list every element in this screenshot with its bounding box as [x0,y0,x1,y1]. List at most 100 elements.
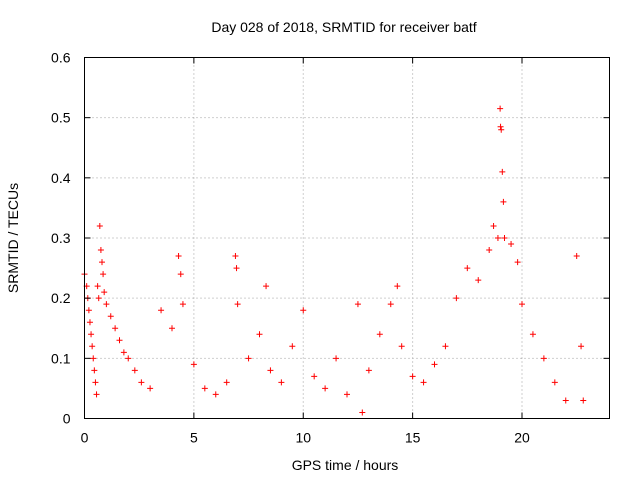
data-point [201,385,208,392]
data-point [158,307,165,314]
data-point [175,253,182,260]
x-axis-label: GPS time / hours [292,457,399,473]
data-point [365,367,372,374]
data-point [125,355,132,362]
data-point [494,235,501,241]
data-point [90,355,97,362]
y-axis-label: SRMTID / TECUs [5,183,21,293]
data-point [300,307,307,314]
data-point [100,271,107,278]
data-point [508,241,515,248]
data-point [101,289,108,296]
x-tick-label: 10 [295,430,311,446]
data-point [453,295,460,302]
x-tick-label: 0 [81,430,89,446]
data-point [497,105,504,112]
data-point [131,367,138,374]
data-point [190,361,197,368]
data-point [376,331,383,338]
data-point [354,301,361,308]
data-point [93,391,100,398]
data-point [263,283,270,290]
data-point [322,385,329,392]
data-point [289,343,296,350]
data-point [409,373,416,380]
data-point [514,259,521,266]
data-point [501,235,508,241]
y-tick-label: 0.1 [51,350,71,366]
data-point [96,222,103,229]
data-point [169,325,175,332]
data-point [97,247,104,254]
x-tick-label: 20 [514,430,530,446]
data-point [95,295,102,302]
x-tick-label: 15 [405,430,421,446]
data-point [112,325,119,332]
y-tick-label: 0.4 [51,170,71,186]
data-point [91,367,98,374]
data-point [394,283,401,290]
data-point [431,361,438,368]
data-point [562,397,569,404]
plot-frame [84,57,610,419]
grid [84,57,610,419]
data-point [86,319,93,326]
data-point [256,331,263,338]
data-point [499,168,506,175]
data-point [177,271,184,278]
data-point [147,385,154,392]
data-point [578,343,585,350]
data-point [120,349,127,356]
y-tick-label: 0 [63,411,71,427]
data-point [529,331,536,338]
y-tick-label: 0.5 [51,110,71,126]
data-point [99,259,105,266]
data-point [519,301,525,308]
data-point [245,355,252,362]
data-point [497,123,504,130]
data-point [223,379,230,386]
data-point [573,253,580,260]
data-point [540,355,547,362]
data-point [464,265,471,272]
y-tick-label: 0.6 [51,50,71,66]
data-series [81,105,587,416]
data-point [420,379,427,386]
data-point [387,301,394,308]
data-point [232,253,239,260]
axis-ticks: 0 5 10 15 20 0 0.1 0.2 0.3 0.4 0.5 0.6 [51,50,610,446]
data-point [398,343,405,350]
data-point [92,379,99,386]
data-point [344,391,350,398]
data-point [442,343,449,350]
y-tick-label: 0.2 [51,290,71,306]
data-point [138,379,145,386]
y-tick-label: 0.3 [51,230,71,246]
x-tick-label: 5 [190,430,198,446]
chart-title: Day 028 of 2018, SRMTID for receiver bat… [211,19,476,35]
data-point [179,301,186,308]
data-point [551,379,558,386]
data-point [267,367,274,374]
data-point [333,355,340,362]
data-point [500,198,507,205]
data-point [475,277,482,284]
data-point [580,397,587,404]
data-point [311,373,318,380]
data-point [498,126,505,133]
data-point [234,301,241,308]
data-point [88,331,95,338]
data-point [490,222,497,229]
data-point [116,337,123,344]
data-point [359,409,366,416]
data-point [278,379,285,386]
data-point [94,283,101,290]
data-point [233,265,240,272]
data-point [85,307,92,314]
data-point [103,301,110,308]
data-point [107,313,114,320]
data-point [89,343,96,350]
data-point [212,391,219,398]
data-point [486,247,493,254]
